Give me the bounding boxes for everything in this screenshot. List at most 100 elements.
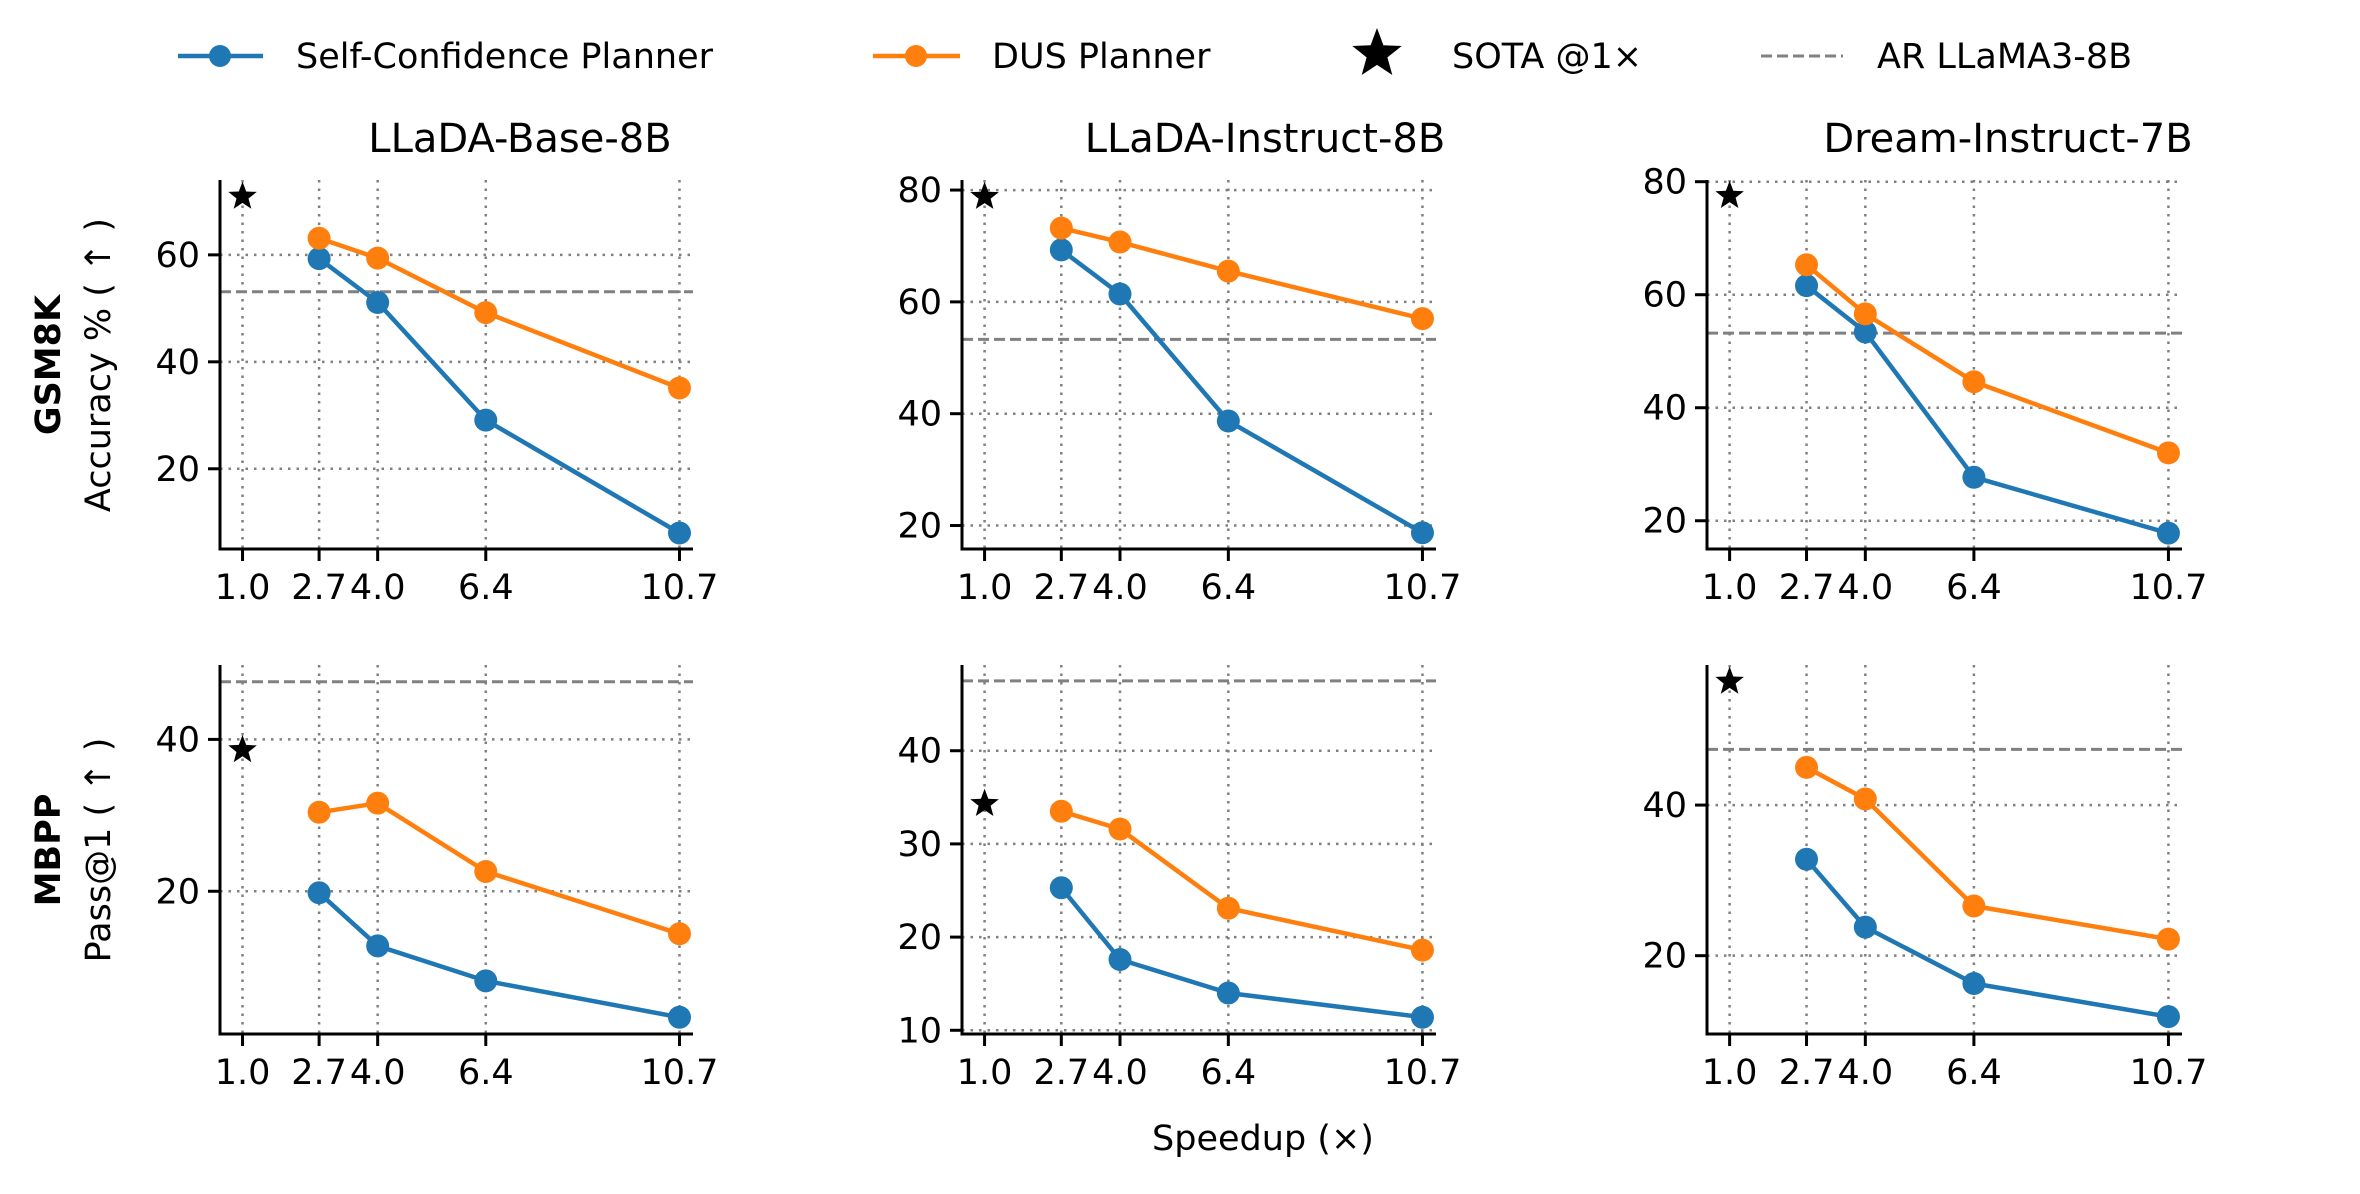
x-tick-label: 1.0 [215,1053,271,1093]
x-tick-label: 2.7 [291,568,347,608]
data-point-self-confidence [474,969,498,993]
data-point-dus [307,800,331,824]
x-tick-label: 2.7 [1033,1053,1089,1093]
series-line-dus [1060,225,1424,321]
x-tick-label: 6.4 [1201,568,1257,608]
data-point-dus [1049,799,1073,823]
data-point-self-confidence [1962,972,1986,996]
row-label-mbpp: MBPP [29,794,69,907]
data-point-dus [1216,896,1240,920]
y-axis-label-mbpp: Pass@1 ( ↑ ) [79,738,119,963]
series-line-self-confidence [1805,283,2170,536]
y-tick-label: 20 [897,918,942,958]
data-point-dus [1410,307,1434,331]
legend-label-self-confidence: Self-Confidence Planner [296,37,714,77]
x-tick-label: 4.0 [350,1053,406,1093]
x-tick-label: 6.4 [1201,1053,1257,1093]
x-tick-label: 6.4 [1946,1053,2002,1093]
column-title-1: LLaDA-Base-8B [368,116,671,162]
data-point-dus [667,376,691,400]
data-point-self-confidence [1795,847,1819,871]
x-axis-label: Speedup (×) [1152,1119,1374,1159]
data-point-dus [1049,216,1073,240]
panel-4: 1.0 2.7 4.0 6.4 10.7 20 40 [155,665,718,1093]
series-line-self-confidence [317,891,680,1020]
data-point-dus [1410,938,1434,962]
y-tick-label: 20 [155,872,200,912]
y-tick-label: 30 [897,825,942,865]
data-point-dus [1962,894,1986,918]
data-point-dus [307,226,331,250]
data-point-self-confidence [1108,947,1132,971]
data-point-self-confidence [1410,1005,1434,1029]
sota-star-marker [970,788,999,816]
y-tick-label: 40 [1642,389,1687,429]
x-tick-label: 10.7 [1383,1053,1461,1093]
x-tick-label: 2.7 [1779,568,1835,608]
data-point-self-confidence [1108,282,1132,306]
data-point-self-confidence [1962,465,1986,489]
legend-marker-self-confidence [209,45,231,67]
data-point-self-confidence [1410,521,1434,545]
data-point-self-confidence [366,934,390,958]
x-tick-label: 10.7 [2129,1053,2207,1093]
x-tick-label: 2.7 [1779,1053,1835,1093]
y-tick-label: 40 [155,720,200,760]
x-tick-label: 2.7 [291,1053,347,1093]
series-line-dus [1805,263,2170,456]
star-icon [1352,28,1402,75]
data-point-dus [1216,259,1240,283]
data-point-dus [1962,370,1986,394]
data-point-self-confidence [667,1005,691,1029]
data-point-dus [1853,787,1877,811]
data-point-self-confidence [1853,320,1877,344]
y-tick-label: 40 [897,395,942,435]
x-tick-label: 2.7 [1033,568,1089,608]
legend-label-ar: AR LLaMA3-8B [1877,37,2132,77]
data-point-self-confidence [1853,915,1877,939]
data-point-self-confidence [1049,238,1073,262]
x-tick-label: 4.0 [1837,1053,1893,1093]
series-line-self-confidence [1059,886,1423,1020]
data-point-dus [474,860,498,884]
data-point-dus [667,922,691,946]
legend-marker-dus [905,45,927,67]
data-point-dus [1853,302,1877,326]
data-point-self-confidence [366,290,390,314]
x-tick-label: 10.7 [641,1053,719,1093]
data-point-dus [474,301,498,325]
data-point-self-confidence [667,521,691,545]
data-point-dus [2156,927,2180,951]
data-point-dus [2156,441,2180,465]
series-line-self-confidence [317,256,681,535]
data-point-dus [1795,253,1819,277]
column-title-2: LLaDA-Instruct-8B [1085,116,1446,162]
panel-5: 1.0 2.7 4.0 6.4 10.7 10 20 30 40 [897,665,1461,1093]
series-line-dus [318,800,681,936]
data-point-self-confidence [2156,1005,2180,1029]
data-point-dus [366,246,390,270]
series-line-self-confidence [1804,857,2169,1019]
data-point-dus [1795,755,1819,779]
x-tick-label: 4.0 [1092,1053,1148,1093]
y-tick-label: 40 [1642,786,1687,826]
x-tick-label: 1.0 [957,568,1013,608]
x-tick-label: 4.0 [350,568,406,608]
data-point-self-confidence [1216,981,1240,1005]
y-axis-label-gsm8k: Accuracy % ( ↑ ) [79,218,119,512]
x-tick-label: 1.0 [957,1053,1013,1093]
x-tick-label: 1.0 [215,568,271,608]
x-tick-label: 6.4 [458,1053,514,1093]
data-point-self-confidence [307,247,331,271]
y-tick-label: 10 [897,1011,942,1051]
series-line-dus [1805,765,2169,942]
x-tick-label: 10.7 [641,568,719,608]
column-title-3: Dream-Instruct-7B [1823,116,2192,162]
sota-star-marker [228,735,257,763]
data-point-self-confidence [474,408,498,432]
x-tick-label: 6.4 [458,568,514,608]
data-point-self-confidence [1049,876,1073,900]
y-tick-label: 20 [1642,502,1687,542]
